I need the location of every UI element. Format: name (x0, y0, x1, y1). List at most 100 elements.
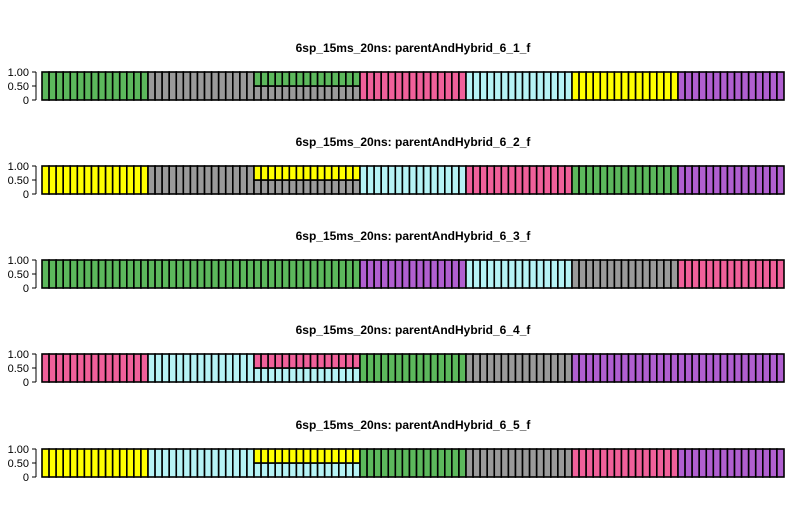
bar-segment-yellow (670, 71, 679, 101)
bar-segment-cyan (549, 259, 559, 289)
bar-segment-pink (345, 353, 354, 369)
bar-segment-green (83, 71, 93, 101)
bar-segment-cyan (224, 353, 234, 383)
bar-segment-purple (691, 71, 701, 101)
bar-segment-yellow (627, 71, 637, 101)
bar-segment-cyan (479, 71, 489, 101)
bar-segment-yellow (309, 448, 319, 464)
bar-segment-green (359, 353, 368, 383)
bar-segment-green (373, 448, 383, 478)
bar-segment-purple (761, 353, 771, 383)
bar-segment-purple (712, 448, 722, 478)
bar-segment-pink (118, 353, 128, 383)
bar-segment-pink (514, 165, 524, 195)
bar-segment-cyan (246, 448, 255, 478)
bar-segment-yellow (267, 165, 277, 181)
bar-segment-purple (761, 71, 771, 101)
bar-segment-green (458, 448, 467, 478)
bar-segment-green (246, 259, 255, 289)
bar-segment-pink (592, 448, 602, 478)
bar-segment-cyan (337, 462, 347, 478)
bar-segment-purple (747, 71, 757, 101)
bar-segment-cyan (514, 71, 524, 101)
bar-segment-gray (528, 448, 538, 478)
bar-segment-green (267, 71, 277, 87)
bar-segment-green (302, 71, 312, 87)
bar-segment-green (443, 353, 453, 383)
bar-segment-cyan (451, 165, 460, 195)
bar-segment-green (648, 165, 658, 195)
bar-segment-gray (472, 448, 481, 478)
bar-segment-gray (295, 179, 305, 195)
bar-segment-green (48, 71, 57, 101)
bar-segment-pink (62, 353, 72, 383)
y-tick-label: 1.00 (8, 444, 29, 456)
bar-segment-pink (126, 353, 135, 383)
bar-segment-green (330, 71, 340, 87)
bar-segment-yellow (352, 165, 361, 181)
bar-segment-green (458, 353, 467, 383)
bar-segment-yellow (323, 448, 333, 464)
bar-segment-green (373, 353, 383, 383)
bar-segment-gray (161, 71, 171, 101)
bar-segment-green (76, 71, 86, 101)
bar-segment-green (182, 259, 192, 289)
bar-segment-green (62, 259, 72, 289)
bar-segment-pink (330, 353, 340, 369)
bar-segment-green (295, 259, 305, 289)
bar-segment-pink (740, 259, 750, 289)
bar-segment-gray (302, 85, 312, 101)
bar-segment-pink (691, 259, 701, 289)
bar-segment-gray (345, 85, 354, 101)
bar-segment-purple (726, 353, 736, 383)
bar-segment-gray (309, 85, 319, 101)
bar-segment-pink (41, 353, 50, 383)
bar-segment-green (90, 259, 100, 289)
bar-segment-green (663, 165, 672, 195)
bar-segment-yellow (274, 448, 284, 464)
bar-segment-purple (585, 353, 595, 383)
bar-segment-cyan (217, 353, 227, 383)
bar-segment-purple (733, 71, 743, 101)
bar-segment-green (288, 71, 298, 87)
bar-segment-purple (712, 71, 722, 101)
bar-segment-gray (521, 448, 531, 478)
bar-segment-yellow (302, 448, 312, 464)
bar-segment-yellow (48, 448, 57, 478)
bar-segment-green (387, 353, 397, 383)
bar-segment-pink (443, 71, 453, 101)
bar-segment-yellow (295, 165, 305, 181)
structure-panel-4: 6sp_15ms_20ns: parentAndHybrid_6_4_f 1.00… (8, 323, 785, 389)
bar-segment-cyan (394, 165, 404, 195)
bar-segment-yellow (274, 165, 284, 181)
bar-segment-yellow (330, 165, 340, 181)
bar-segment-green (281, 259, 291, 289)
bar-segment-cyan (493, 71, 503, 101)
bar-segment-yellow (111, 448, 121, 478)
bar-segment-gray (493, 353, 503, 383)
bar-segment-gray (182, 71, 192, 101)
bar-segment-gray (549, 448, 559, 478)
bar-segment-purple (684, 448, 693, 478)
bar-segment-pink (111, 353, 121, 383)
bar-segment-cyan (408, 165, 418, 195)
bar-segment-pink (323, 353, 333, 369)
bar-segment-pink (479, 165, 489, 195)
bar-segment-pink (698, 259, 708, 289)
bar-segment-gray (330, 179, 340, 195)
bar-segment-gray (302, 179, 312, 195)
bar-segment-cyan (260, 367, 269, 383)
bar-segment-green (359, 448, 368, 478)
bar-segment-purple (663, 353, 672, 383)
bar-segment-yellow (585, 71, 595, 101)
bar-segment-yellow (571, 71, 580, 101)
bar-segment-cyan (429, 165, 439, 195)
bar-segment-gray (641, 259, 651, 289)
bar-segment-purple (747, 353, 757, 383)
bar-segment-green (578, 165, 587, 195)
bar-segment-gray (175, 71, 185, 101)
bar-segment-yellow (267, 448, 277, 464)
bar-segment-gray (203, 165, 213, 195)
bar-segment-pink (380, 71, 390, 101)
bar-segment-cyan (535, 259, 545, 289)
